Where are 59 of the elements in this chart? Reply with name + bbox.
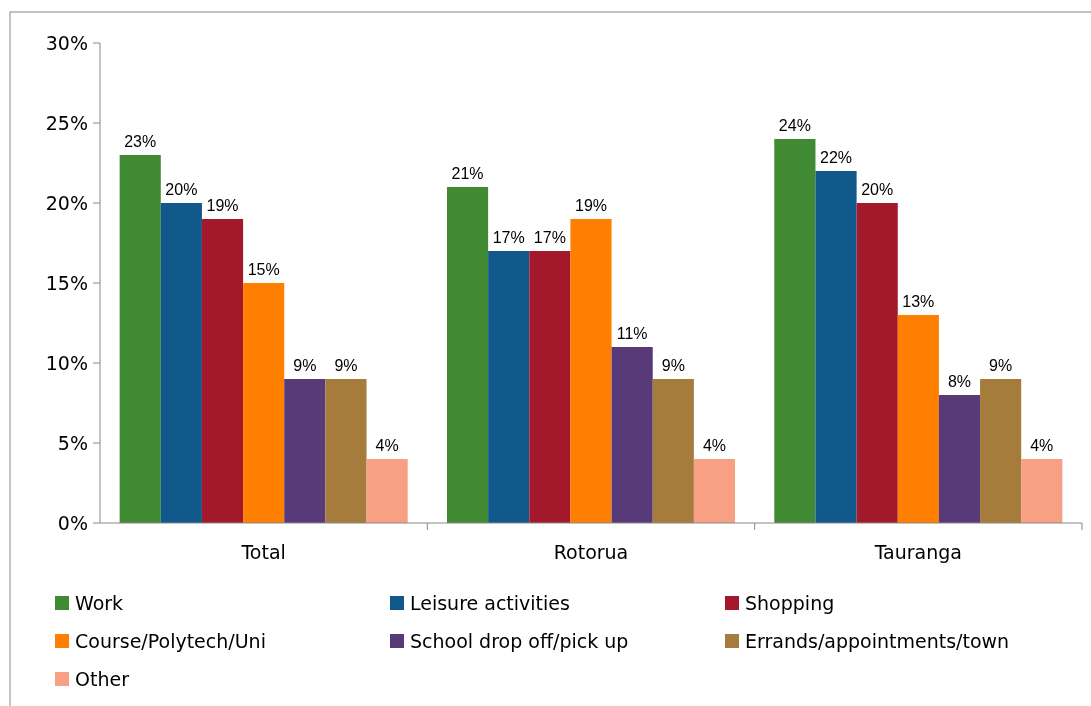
- legend-label: School drop off/pick up: [410, 629, 629, 652]
- bar: [284, 379, 326, 523]
- bar: [774, 139, 816, 523]
- data-label: 19%: [574, 197, 608, 214]
- legend-label: Course/Polytech/Uni: [75, 629, 266, 652]
- data-label: 15%: [247, 261, 280, 278]
- data-label: 20%: [861, 181, 894, 198]
- data-label: 4%: [702, 437, 727, 454]
- y-tick-label: 20%: [45, 191, 88, 214]
- legend-label: Other: [75, 667, 130, 690]
- legend-label: Errands/appointments/town: [745, 629, 1010, 652]
- data-label: 22%: [820, 149, 853, 166]
- y-tick-label: 25%: [45, 111, 88, 134]
- bar: [160, 203, 202, 523]
- y-tick-label: 10%: [45, 351, 88, 374]
- data-label: 9%: [989, 357, 1013, 374]
- data-label: 24%: [778, 117, 811, 134]
- bar: [488, 251, 530, 523]
- bar: [693, 459, 736, 523]
- data-label: 17%: [492, 229, 525, 246]
- bar: [938, 395, 981, 523]
- x-tick-label: Tauranga: [873, 541, 963, 563]
- data-label: 20%: [165, 181, 198, 198]
- bar: [366, 459, 408, 523]
- y-tick-label: 15%: [45, 271, 88, 294]
- data-label: 8%: [947, 373, 972, 390]
- data-label: 23%: [124, 133, 157, 150]
- legend-label: Work: [75, 591, 124, 614]
- data-label: 4%: [1030, 437, 1054, 454]
- legend-label: Leisure activities: [410, 591, 570, 614]
- bar: [980, 379, 1022, 523]
- bar: [1021, 459, 1063, 523]
- y-tick-label: 30%: [45, 31, 88, 54]
- data-label: 9%: [334, 357, 358, 374]
- x-tick-label: Total: [240, 541, 286, 563]
- data-label: 13%: [902, 293, 935, 310]
- y-tick-label: 5%: [57, 431, 88, 454]
- data-label: 9%: [661, 357, 685, 374]
- data-label: 21%: [451, 165, 484, 182]
- bar: [119, 155, 161, 523]
- bar: [611, 347, 653, 523]
- bar: [201, 219, 244, 523]
- bar: [243, 283, 285, 523]
- data-label: 17%: [533, 229, 566, 246]
- data-label: 4%: [375, 437, 399, 454]
- bar: [446, 187, 489, 523]
- legend-label: Shopping: [745, 591, 835, 614]
- bar: [570, 219, 612, 523]
- data-label: 11%: [616, 325, 648, 342]
- bar: [856, 203, 898, 523]
- bar: [529, 251, 571, 523]
- data-label: 19%: [206, 197, 239, 214]
- bar: [815, 171, 857, 523]
- data-label: 9%: [293, 357, 317, 374]
- bar: [325, 379, 367, 523]
- bar: [652, 379, 694, 523]
- x-tick-label: Rotorua: [553, 541, 629, 563]
- bar: [897, 315, 939, 523]
- y-tick-label: 0%: [57, 511, 88, 534]
